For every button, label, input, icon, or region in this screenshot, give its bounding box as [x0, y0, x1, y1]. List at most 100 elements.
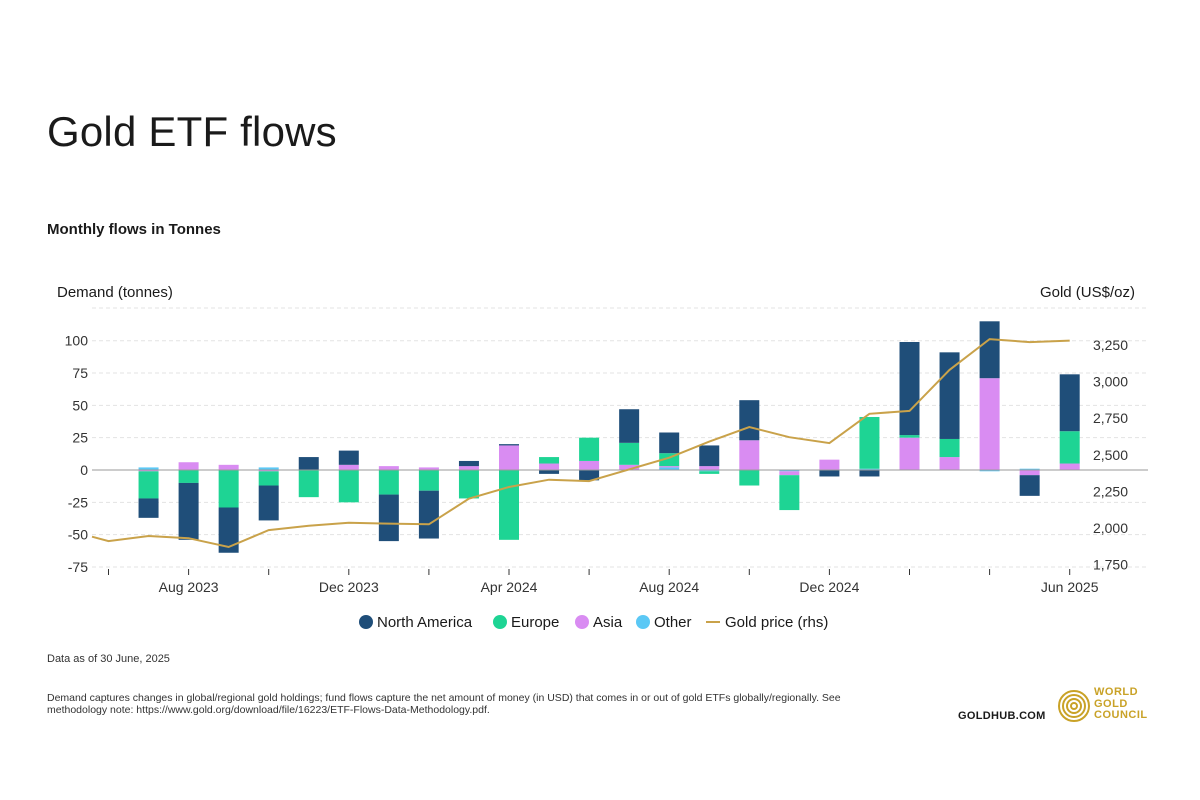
- bar-north-america: [579, 470, 600, 481]
- bar-europe: [939, 438, 960, 458]
- bar-europe: [1059, 431, 1080, 464]
- bar-north-america: [819, 470, 840, 477]
- bar-other: [258, 467, 279, 470]
- legend-label-north-america: North America: [377, 614, 473, 631]
- bar-europe: [619, 442, 640, 465]
- legend-swatch-other: [636, 615, 650, 629]
- y2-axis-label: Gold (US$/oz): [1040, 284, 1135, 301]
- bar-asia: [699, 466, 720, 470]
- bar-north-america: [899, 341, 920, 436]
- y2-tick-label: 3,000: [1093, 374, 1128, 390]
- bar-europe: [178, 470, 199, 483]
- bar-asia: [979, 378, 1000, 470]
- bar-europe: [458, 470, 479, 499]
- bar-other: [859, 468, 880, 470]
- bar-north-america: [378, 494, 399, 542]
- bar-asia: [899, 437, 920, 470]
- goldhub-link[interactable]: GOLDHUB.COM: [958, 710, 1046, 722]
- bar-asia: [1019, 470, 1040, 476]
- bar-asia: [499, 445, 519, 470]
- bar-asia: [178, 462, 199, 470]
- x-tick-label: Aug 2023: [159, 579, 219, 595]
- bar-asia: [418, 467, 439, 470]
- x-tick-label: Dec 2023: [319, 579, 379, 595]
- bar-europe: [779, 475, 800, 511]
- bar-other: [1019, 468, 1040, 470]
- y-tick-label: 75: [72, 365, 88, 381]
- y2-tick-label: 3,250: [1093, 337, 1128, 353]
- bar-asia: [138, 470, 159, 472]
- bar-europe: [899, 435, 920, 438]
- world-gold-council-wordmark: WORLD GOLD COUNCIL: [1094, 686, 1148, 721]
- world-gold-council-logo-icon: [1058, 690, 1090, 722]
- bar-europe: [258, 471, 279, 486]
- bar-asia: [779, 471, 800, 476]
- bar-europe: [378, 470, 399, 495]
- bar-europe: [539, 457, 560, 464]
- bar-north-america: [338, 450, 359, 465]
- bar-asia: [579, 460, 600, 470]
- bar-europe: [138, 471, 159, 499]
- bar-europe: [579, 437, 600, 461]
- y-tick-label: 100: [65, 333, 89, 349]
- y2-tick-label: 1,750: [1093, 557, 1128, 573]
- bar-north-america: [499, 444, 519, 446]
- bar-asia: [458, 466, 479, 470]
- legend-label-gold-price: Gold price (rhs): [725, 614, 828, 631]
- bar-other: [699, 470, 720, 472]
- page-title: Gold ETF flows: [47, 108, 337, 155]
- bar-europe: [218, 470, 239, 508]
- bar-asia: [659, 466, 680, 468]
- bar-north-america: [1059, 374, 1080, 432]
- bar-north-america: [699, 445, 720, 467]
- legend-label-asia: Asia: [593, 614, 623, 631]
- bar-europe: [739, 470, 760, 486]
- bar-europe: [859, 416, 880, 469]
- bar-other: [138, 467, 159, 470]
- bar-north-america: [619, 409, 640, 443]
- y-tick-label: 50: [72, 397, 88, 413]
- bar-europe: [338, 470, 359, 503]
- x-tick-label: Aug 2024: [639, 579, 699, 595]
- legend-swatch-europe: [493, 615, 507, 629]
- bar-north-america: [1019, 475, 1040, 496]
- x-tick-label: Apr 2024: [481, 579, 538, 595]
- gold-price-line: [91, 338, 1070, 549]
- bar-other: [979, 470, 1000, 472]
- x-tick-label: Dec 2024: [799, 579, 859, 595]
- y2-tick-label: 2,250: [1093, 483, 1128, 499]
- bar-north-america: [298, 457, 319, 470]
- bar-north-america: [539, 470, 560, 474]
- legend-label-europe: Europe: [511, 614, 559, 631]
- bar-north-america: [739, 400, 760, 441]
- bar-asia: [619, 464, 640, 470]
- bar-asia: [378, 466, 399, 470]
- bar-europe: [418, 470, 439, 491]
- y2-tick-label: 2,500: [1093, 447, 1128, 463]
- y2-tick-label: 2,750: [1093, 410, 1128, 426]
- y-axis-label: Demand (tonnes): [57, 284, 173, 301]
- x-tick-label: Jun 2025: [1041, 579, 1099, 595]
- y-tick-label: -50: [68, 527, 88, 543]
- y-tick-label: -25: [68, 494, 88, 510]
- y-tick-label: 25: [72, 430, 88, 446]
- bar-north-america: [258, 485, 279, 521]
- bar-north-america: [458, 460, 479, 467]
- bar-asia: [739, 440, 760, 470]
- methodology-note: Demand captures changes in global/region…: [47, 692, 841, 716]
- bar-europe: [499, 470, 519, 540]
- y2-tick-label: 2,000: [1093, 520, 1128, 536]
- bar-asia: [539, 463, 560, 470]
- bar-asia: [338, 464, 359, 470]
- y-tick-label: 0: [80, 462, 88, 478]
- bar-europe: [699, 471, 720, 474]
- bar-asia: [939, 457, 960, 470]
- bar-north-america: [178, 482, 199, 540]
- legend-swatch-asia: [575, 615, 589, 629]
- bar-asia: [819, 459, 840, 470]
- bar-europe: [298, 470, 319, 498]
- bar-north-america: [979, 321, 1000, 379]
- data-date-note: Data as of 30 June, 2025: [47, 653, 170, 665]
- bar-asia: [218, 464, 239, 470]
- bar-north-america: [138, 498, 159, 518]
